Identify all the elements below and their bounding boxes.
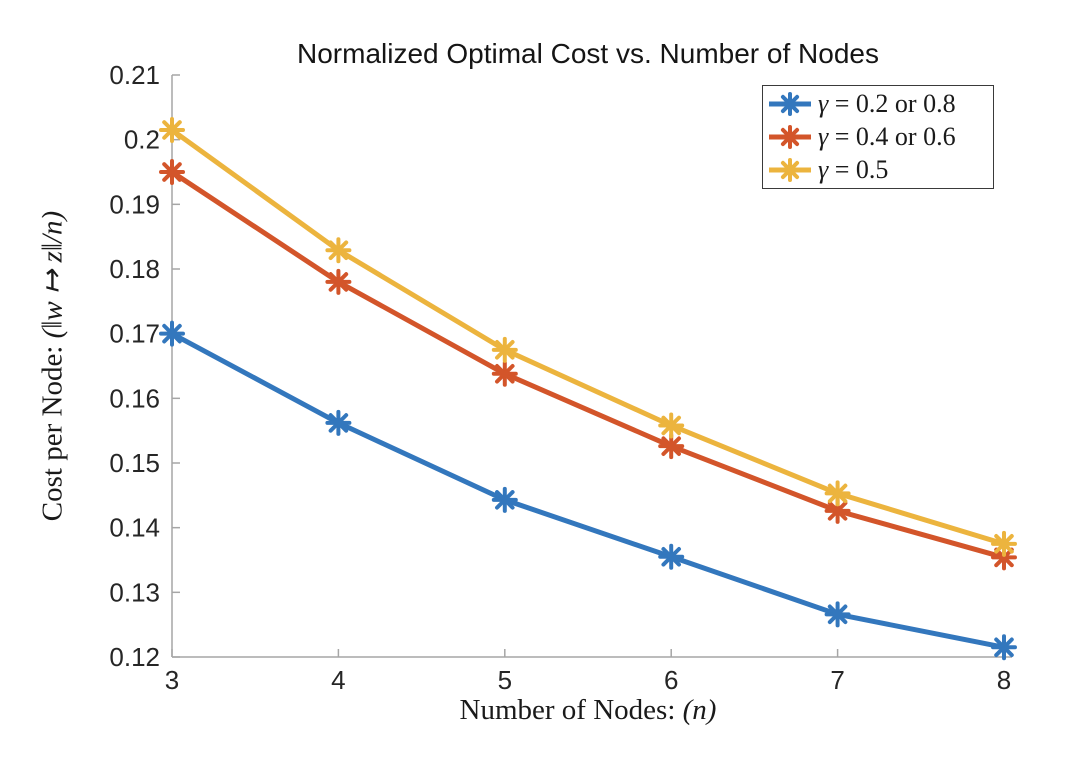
marker-gamma-0.2-or-0.8 (159, 320, 185, 347)
x-tick-label: 8 (997, 665, 1011, 695)
legend-item-gamma-0.5: γ = 0.5 (767, 154, 989, 186)
y-tick-label: 0.19 (109, 189, 160, 219)
y-axis-label-math: (‖w ↦ z‖/n) (36, 210, 69, 339)
legend-box: γ = 0.2 or 0.8 γ = 0.4 or 0.6 γ = 0.5 (762, 85, 994, 189)
legend-label-gamma-0.5: γ = 0.5 (818, 154, 889, 184)
y-tick-label: 0.18 (109, 254, 160, 284)
y-tick-label: 0.21 (109, 60, 160, 90)
y-tick-label: 0.17 (109, 319, 160, 349)
marker-gamma-0.4-or-0.6 (824, 497, 851, 524)
y-tick-label: 0.16 (109, 383, 160, 413)
legend-item-gamma-0.2-or-0.8: γ = 0.2 or 0.8 (767, 88, 989, 120)
x-tick-label: 4 (331, 665, 345, 695)
marker-gamma-0.5 (991, 530, 1017, 557)
legend-asterisk-gamma-0.2-or-0.8 (778, 92, 802, 117)
marker-gamma-0.5 (159, 116, 185, 143)
legend-asterisk-gamma-0.5 (778, 157, 802, 182)
x-tick-label: 7 (830, 665, 844, 695)
x-tick-label: 5 (498, 665, 512, 695)
y-tick-label: 0.12 (109, 642, 160, 672)
x-axis-label-math: (n) (682, 694, 717, 726)
legend-asterisk-gamma-0.4-or-0.6 (778, 124, 802, 149)
chart-title: Normalized Optimal Cost vs. Number of No… (297, 38, 879, 69)
marker-gamma-0.2-or-0.8 (325, 409, 352, 436)
marker-gamma-0.4-or-0.6 (491, 360, 518, 387)
y-tick-label: 0.14 (109, 513, 160, 543)
x-tick-label: 3 (165, 665, 179, 695)
marker-gamma-0.2-or-0.8 (658, 543, 685, 570)
legend-label-gamma-0.4-or-0.6: γ = 0.4 or 0.6 (818, 121, 956, 151)
x-tick-label: 6 (664, 665, 678, 695)
y-tick-label: 0.2 (124, 125, 160, 155)
y-axis-label-text: Cost per Node: (36, 338, 69, 522)
marker-gamma-0.5 (658, 412, 685, 439)
marker-gamma-0.4-or-0.6 (658, 433, 685, 460)
legend-label-gamma-0.2-or-0.8: γ = 0.2 or 0.8 (818, 89, 956, 119)
y-tick-label: 0.15 (109, 448, 160, 478)
x-axis-label-text: Number of Nodes: (459, 694, 683, 726)
marker-gamma-0.2-or-0.8 (824, 601, 851, 628)
y-tick-label: 0.13 (109, 577, 160, 607)
marker-gamma-0.5 (824, 480, 851, 507)
legend-marker-icon-gamma-0.2-or-0.8 (769, 92, 811, 117)
series-line-gamma-0.5 (170, 127, 1005, 547)
marker-gamma-0.4-or-0.6 (325, 268, 352, 295)
x-axis-label: Number of Nodes: (n) (172, 694, 1004, 727)
y-axis-label: Cost per Node: (‖w ↦ z‖/n) (35, 211, 70, 521)
marker-gamma-0.2-or-0.8 (991, 634, 1017, 661)
marker-gamma-0.2-or-0.8 (491, 486, 518, 513)
marker-gamma-0.5 (491, 336, 518, 363)
legend-item-gamma-0.4-or-0.6: γ = 0.4 or 0.6 (767, 121, 989, 153)
legend-marker-icon-gamma-0.4-or-0.6 (769, 124, 811, 149)
marker-gamma-0.4-or-0.6 (159, 159, 185, 185)
marker-gamma-0.5 (325, 237, 352, 264)
series-line-gamma-0.4-or-0.6 (170, 169, 1005, 560)
series-line-gamma-0.2-or-0.8 (170, 331, 1005, 650)
legend-marker-icon-gamma-0.5 (769, 157, 811, 182)
